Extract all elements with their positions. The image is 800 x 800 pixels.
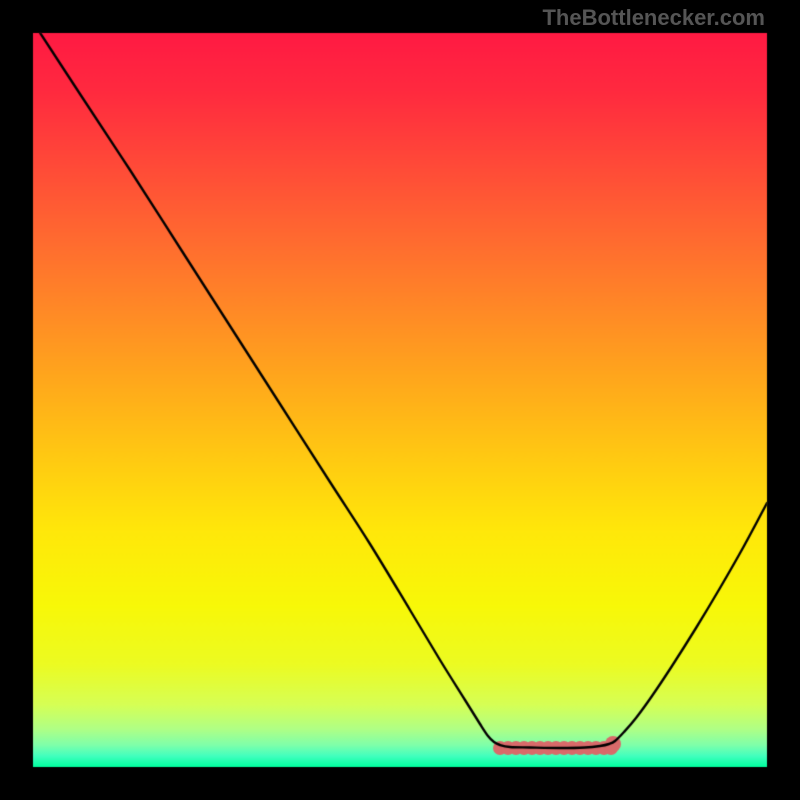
chart-stage: TheBottlenecker.com <box>0 0 800 800</box>
bottleneck-curve <box>0 0 800 800</box>
